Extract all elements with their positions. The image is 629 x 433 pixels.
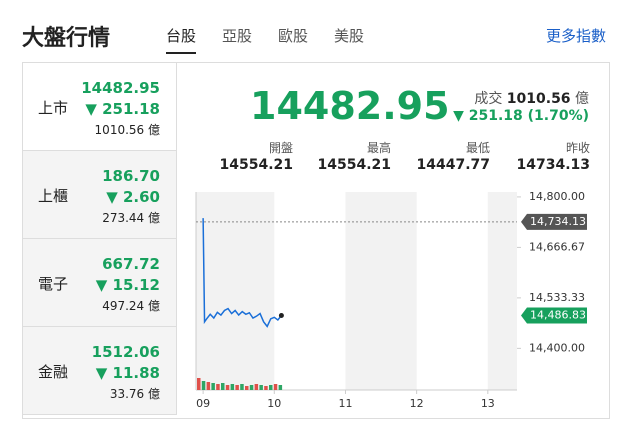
price-tag-label: 14,486.83 bbox=[530, 308, 586, 321]
market-row[interactable] bbox=[23, 63, 177, 151]
value: 15.12 bbox=[112, 276, 160, 294]
volume-bar bbox=[273, 384, 278, 390]
market-name: 上市 bbox=[38, 99, 69, 117]
volume-bar bbox=[221, 383, 225, 390]
big-price: 14482.95 bbox=[250, 84, 450, 128]
x-tick-label: 13 bbox=[481, 397, 495, 410]
volume-bar bbox=[245, 386, 249, 390]
x-tick-label: 11 bbox=[338, 397, 352, 410]
market-volume: 1010.56 億 bbox=[94, 123, 160, 137]
volume-bar bbox=[259, 385, 263, 390]
market-row[interactable] bbox=[23, 151, 177, 239]
tab[interactable]: 亞股 bbox=[222, 27, 253, 45]
stat-value: 14447.77 bbox=[416, 157, 490, 173]
price-tag-label: 14,734.13 bbox=[530, 215, 586, 228]
x-tick-label: 10 bbox=[267, 397, 281, 410]
volume-bar bbox=[264, 386, 268, 390]
market-row[interactable] bbox=[23, 239, 177, 327]
unit: 億 bbox=[575, 91, 589, 107]
market-price: 1512.06 bbox=[91, 343, 160, 361]
x-tick-label: 12 bbox=[410, 397, 424, 410]
stat-label: 最低 bbox=[465, 141, 490, 155]
volume-bar bbox=[249, 385, 254, 390]
volume-bar bbox=[216, 384, 220, 390]
volume-bar bbox=[269, 385, 273, 390]
volume-bar bbox=[225, 385, 230, 390]
tab[interactable]: 美股 bbox=[334, 27, 365, 45]
stat-label: 昨收 bbox=[565, 141, 590, 155]
value: 251.18 bbox=[468, 108, 523, 124]
y-tick-label: 14,400.00 bbox=[529, 341, 585, 354]
tab[interactable]: 歐股 bbox=[278, 27, 309, 45]
y-tick-label: 14,800.00 bbox=[529, 190, 585, 203]
market-volume: 497.24 億 bbox=[102, 299, 160, 313]
band bbox=[196, 192, 275, 390]
band bbox=[345, 192, 417, 390]
market-volume: 273.44 億 bbox=[102, 211, 160, 225]
volume-bar bbox=[211, 383, 215, 390]
volume-bar bbox=[206, 382, 211, 390]
volume-bar bbox=[201, 381, 206, 390]
title: 大盤行情 bbox=[22, 26, 111, 51]
value: 2.60 bbox=[122, 188, 160, 206]
market-row[interactable] bbox=[23, 327, 177, 415]
card bbox=[22, 62, 610, 419]
more-link[interactable]: 更多指數 bbox=[546, 27, 607, 45]
price-tag bbox=[521, 213, 587, 230]
market-volume: 33.76 億 bbox=[109, 387, 160, 401]
stat-label: 開盤 bbox=[268, 141, 293, 155]
price-line bbox=[202, 218, 282, 328]
band bbox=[487, 192, 517, 390]
volume-bar bbox=[254, 384, 259, 390]
label: 成交 bbox=[474, 91, 503, 107]
market-name: 電子 bbox=[38, 275, 69, 293]
value: 1010.56 bbox=[506, 91, 571, 107]
market-price: 14482.95 bbox=[81, 79, 160, 97]
y-tick-label: 14,533.33 bbox=[529, 291, 585, 304]
market-name: 金融 bbox=[38, 363, 69, 381]
market-change: ▼ 15.12 bbox=[95, 276, 160, 294]
market-name: 上櫃 bbox=[38, 187, 69, 205]
volume-bar bbox=[235, 385, 239, 390]
volume-bar bbox=[240, 384, 244, 390]
volume-bar bbox=[230, 384, 235, 390]
market-change: ▼ 11.88 bbox=[95, 364, 160, 382]
x-tick-label: 09 bbox=[196, 397, 210, 410]
market-price: 667.72 bbox=[102, 255, 160, 273]
stat-value: 14734.13 bbox=[516, 157, 590, 173]
stat-label: 最高 bbox=[366, 141, 391, 155]
market-change: ▼ 2.60 bbox=[106, 188, 160, 206]
market-change: ▼ 251.18 bbox=[85, 100, 160, 118]
volume: 成交 1010.56 億 bbox=[474, 88, 589, 108]
volume-bar bbox=[278, 385, 283, 390]
volume-bar bbox=[197, 378, 201, 390]
change: ▼ 251.18 (1.70%) bbox=[453, 108, 589, 124]
last-point bbox=[278, 312, 284, 318]
market-price: 186.70 bbox=[102, 167, 160, 185]
stat-value: 14554.21 bbox=[219, 157, 293, 173]
pct: (1.70%) bbox=[527, 108, 589, 124]
value: 11.88 bbox=[112, 364, 160, 382]
value: 251.18 bbox=[102, 100, 160, 118]
y-tick-label: 14,666.67 bbox=[529, 240, 585, 253]
price-tag bbox=[521, 307, 587, 324]
stat-value: 14554.21 bbox=[317, 157, 391, 173]
tab[interactable]: 台股 bbox=[166, 25, 197, 54]
